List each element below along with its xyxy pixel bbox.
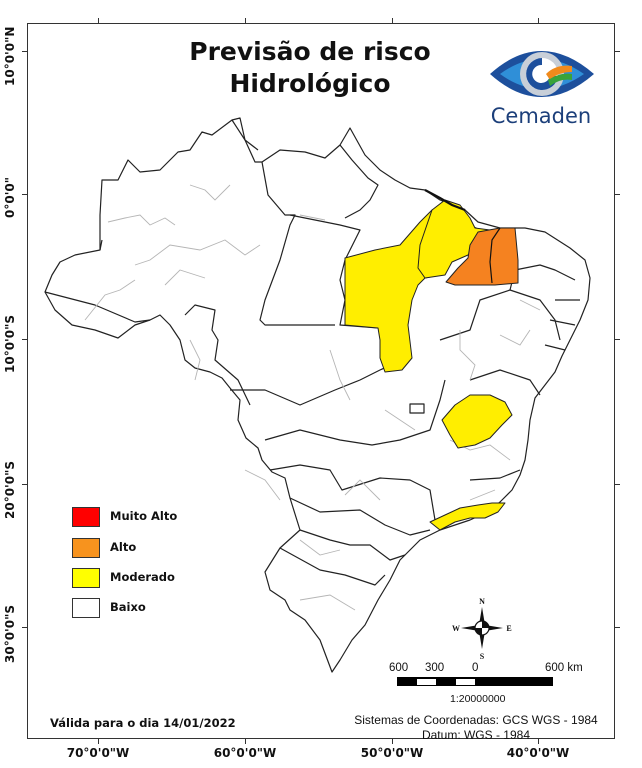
map-title-line2: Hidrológico (229, 69, 391, 98)
scale-label: 600 (389, 662, 409, 674)
risk-area-moderado-coast (429, 502, 506, 531)
legend-swatch (72, 538, 100, 558)
lon-tick-top (392, 18, 393, 24)
legend-label: Alto (110, 540, 137, 554)
longitude-label: 40°0'0"W (506, 746, 570, 760)
lon-tick-bottom (98, 738, 99, 744)
legend-swatch (72, 598, 100, 618)
latitude-label: 30°0'0"S (3, 605, 17, 663)
latitude-label: 10°0'0"S (3, 315, 17, 373)
compass-e: E (506, 624, 511, 633)
crs-line: Sistemas de Coordenadas: GCS WGS - 1984 (354, 713, 598, 727)
latitude-label: 10°0'0"N (3, 26, 17, 86)
scale-segment (417, 679, 436, 685)
map-title: Previsão de risco Hidrológico (160, 36, 460, 100)
scale-segment (456, 679, 475, 685)
legend-swatch (72, 568, 100, 588)
lat-tick-left (22, 194, 28, 195)
latitude-label: 0°0'0" (3, 177, 17, 218)
scale-bar (397, 677, 553, 686)
longitude-label: 50°0'0"W (360, 746, 424, 760)
scale-label: 300 (425, 662, 445, 674)
compass-s: S (480, 652, 485, 661)
risk-area-moderado-minas (441, 394, 513, 449)
legend-item-moderado: Moderado (72, 568, 272, 590)
legend-label: Muito Alto (110, 509, 178, 523)
lat-tick-left (22, 627, 28, 628)
lat-tick-right (614, 484, 620, 485)
eye-logo-icon (490, 51, 594, 97)
brazil-map (44, 117, 591, 673)
lat-tick-left (22, 484, 28, 485)
scale-ratio: 1:20000000 (450, 693, 506, 705)
lon-tick-bottom (538, 738, 539, 744)
lat-tick-right (614, 51, 620, 52)
lon-tick-top (98, 18, 99, 24)
lat-tick-left (22, 51, 28, 52)
longitude-label: 70°0'0"W (66, 746, 130, 760)
logo-text: Cemaden (490, 104, 592, 128)
legend-item-baixo: Baixo (72, 598, 272, 620)
latitude-label: 20°0'0"S (3, 461, 17, 519)
lat-tick-left (22, 339, 28, 340)
map-title-line1: Previsão de risco (189, 37, 431, 66)
compass-n: N (479, 597, 485, 606)
validity-date: Válida para o dia 14/01/2022 (50, 716, 236, 730)
scale-label: 600 km (545, 662, 583, 674)
lon-tick-bottom (245, 738, 246, 744)
legend-label: Moderado (110, 570, 175, 584)
longitude-label: 60°0'0"W (213, 746, 277, 760)
legend-label: Baixo (110, 600, 146, 614)
lat-tick-right (614, 627, 620, 628)
risk-area-alto (445, 227, 519, 286)
lon-tick-bottom (392, 738, 393, 744)
north-arrow-compass-icon: N S W E (452, 597, 512, 661)
compass-w: W (452, 624, 460, 633)
lat-tick-right (614, 339, 620, 340)
coordinate-system-info: Sistemas de Coordenadas: GCS WGS - 1984 … (340, 713, 612, 743)
lon-tick-top (538, 18, 539, 24)
lon-tick-top (245, 18, 246, 24)
legend-item-alto: Alto (72, 538, 272, 560)
legend-swatch (72, 507, 100, 527)
datum-line: Datum: WGS - 1984 (421, 728, 531, 742)
cemaden-logo: Cemaden (476, 42, 606, 137)
lat-tick-right (614, 194, 620, 195)
scale-label: 0 (472, 662, 479, 674)
legend-item-muito-alto: Muito Alto (72, 507, 272, 529)
